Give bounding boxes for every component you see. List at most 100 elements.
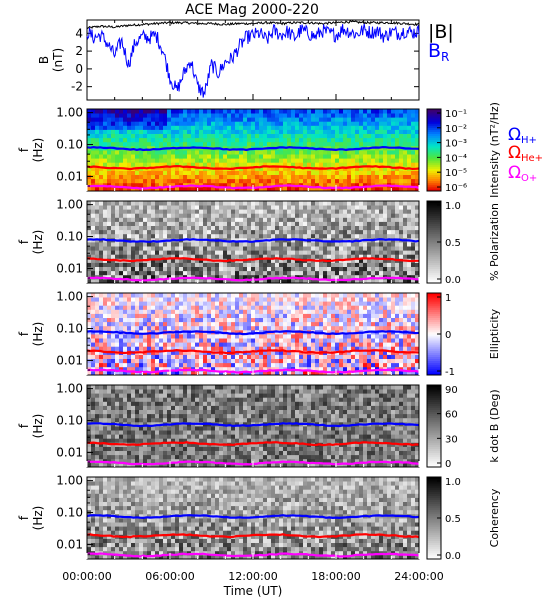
panel-intensity-cell bbox=[411, 117, 416, 122]
panel-intensity-cell bbox=[147, 141, 152, 147]
panel-polarization-cell bbox=[87, 250, 92, 255]
panel-ellipticity-cell bbox=[299, 370, 304, 376]
panel-polarization-cell bbox=[247, 246, 252, 251]
panel-ellipticity-cell bbox=[95, 334, 100, 339]
panel-ellipticity-cell bbox=[283, 342, 288, 347]
panel-polarization-cell bbox=[147, 274, 152, 280]
panel-intensity-colorbar-cell bbox=[427, 154, 441, 157]
panel-intensity-cell bbox=[399, 129, 404, 134]
panel-ellipticity-cell bbox=[295, 309, 300, 314]
panel-intensity-cell bbox=[355, 166, 360, 171]
panel-polarization-cell bbox=[95, 201, 100, 206]
panel-ellipticity-cell bbox=[163, 362, 168, 368]
panel-ellipticity-cell bbox=[167, 366, 172, 372]
panel-polarization-cell bbox=[387, 209, 392, 214]
panel-ellipticity-cell bbox=[115, 366, 120, 372]
panel-polarization-cell bbox=[211, 233, 216, 239]
panel-polarization-cell bbox=[291, 266, 296, 272]
panel-polarization-cell bbox=[267, 262, 272, 267]
panel-intensity-cell bbox=[359, 182, 364, 188]
panel-polarization-cell bbox=[339, 209, 344, 214]
panel-intensity-cell bbox=[203, 158, 208, 163]
panel-ellipticity-cell bbox=[207, 309, 212, 314]
panel-ellipticity-cell bbox=[363, 309, 368, 314]
panel-ellipticity-cell bbox=[207, 293, 212, 298]
panel-intensity-cell bbox=[203, 133, 208, 139]
panel-intensity-cell bbox=[227, 158, 232, 163]
panel-polarization-cell bbox=[311, 201, 316, 206]
panel-intensity-cell bbox=[223, 154, 228, 159]
panel-intensity-cell bbox=[203, 141, 208, 147]
panel-intensity-colorbar-cell bbox=[427, 125, 441, 128]
panel-polarization-cell bbox=[139, 221, 144, 226]
panel-ellipticity-cell bbox=[287, 297, 292, 302]
panel-ellipticity-cell bbox=[311, 370, 316, 376]
panel-intensity-cell bbox=[127, 182, 132, 188]
panel-ellipticity-cell bbox=[147, 358, 152, 364]
panel-polarization-cell bbox=[263, 262, 268, 267]
panel-polarization-cell bbox=[387, 205, 392, 210]
panel-polarization-cell bbox=[311, 266, 316, 272]
panel-polarization-cell bbox=[363, 254, 368, 259]
panel-intensity-cell bbox=[247, 154, 252, 159]
panel-intensity-cell bbox=[227, 129, 232, 134]
panel-polarization-cell bbox=[203, 205, 208, 210]
panel-polarization-cell bbox=[111, 250, 116, 255]
panel-polarization-cell bbox=[271, 242, 276, 247]
panel-ellipticity-cell bbox=[367, 305, 372, 310]
panel-intensity-cell bbox=[351, 125, 356, 130]
panel-ellipticity-cell bbox=[311, 317, 316, 323]
panel-polarization-cell bbox=[359, 250, 364, 255]
panel-polarization-cell bbox=[283, 225, 288, 231]
panel-polarization-cell bbox=[187, 217, 192, 222]
panel-intensity-cell bbox=[175, 109, 180, 114]
panel-intensity-cell bbox=[311, 129, 316, 134]
panel-intensity-cell bbox=[327, 182, 332, 188]
panel-intensity-cell bbox=[335, 141, 340, 147]
panel-intensity-cell bbox=[87, 186, 92, 192]
panel-ellipticity-cell bbox=[355, 293, 360, 298]
panel-ellipticity-cell bbox=[219, 358, 224, 364]
panel-intensity-cell bbox=[287, 121, 292, 126]
panel-ellipticity-cell bbox=[363, 338, 368, 343]
panel-intensity-cell bbox=[359, 109, 364, 114]
panel-polarization-cell bbox=[115, 213, 120, 218]
panel-polarization-cell bbox=[187, 278, 192, 284]
panel-ellipticity-cell bbox=[279, 350, 284, 355]
panel-polarization-cell bbox=[95, 229, 100, 235]
panel-intensity-cell bbox=[151, 170, 156, 175]
panel-ellipticity-cell bbox=[355, 366, 360, 372]
panel-intensity-cell bbox=[339, 170, 344, 175]
panel-intensity-cell bbox=[131, 133, 136, 139]
panel-ellipticity-cell bbox=[271, 354, 276, 359]
panel-ellipticity-cell bbox=[287, 370, 292, 376]
panel-intensity-cell bbox=[291, 121, 296, 126]
panel-ellipticity-cell bbox=[323, 358, 328, 364]
panel-ellipticity-cell bbox=[263, 313, 268, 318]
panel-polarization-cell bbox=[279, 246, 284, 251]
panel-polarization-cell bbox=[275, 209, 280, 214]
panel-polarization-cell bbox=[143, 262, 148, 267]
panel-intensity-cell bbox=[371, 150, 376, 155]
panel-ellipticity-cell bbox=[215, 313, 220, 318]
panel-intensity-cell bbox=[283, 174, 288, 180]
panel-ellipticity-cell bbox=[167, 334, 172, 339]
panel-polarization-cell bbox=[251, 225, 256, 231]
panel-polarization-cell bbox=[195, 246, 200, 251]
panel-ellipticity-cell bbox=[311, 301, 316, 306]
panel-polarization-cell bbox=[123, 262, 128, 267]
panel-ellipticity-cell bbox=[259, 354, 264, 359]
panel-intensity-cell bbox=[307, 150, 312, 155]
panel-polarization-cell bbox=[163, 233, 168, 239]
panel-ellipticity-cell bbox=[135, 362, 140, 368]
panel-polarization-cell bbox=[327, 213, 332, 218]
panel-intensity-cell bbox=[107, 170, 112, 175]
panel-polarization-cell bbox=[155, 242, 160, 247]
panel-polarization-cell bbox=[295, 209, 300, 214]
panel-intensity-cell bbox=[315, 154, 320, 159]
panel-ellipticity-cell bbox=[203, 293, 208, 298]
panel-ellipticity-cell bbox=[203, 370, 208, 376]
panel-polarization-cell bbox=[299, 250, 304, 255]
panel-ellipticity-cell bbox=[343, 325, 348, 331]
panel-ellipticity-cell bbox=[351, 350, 356, 355]
